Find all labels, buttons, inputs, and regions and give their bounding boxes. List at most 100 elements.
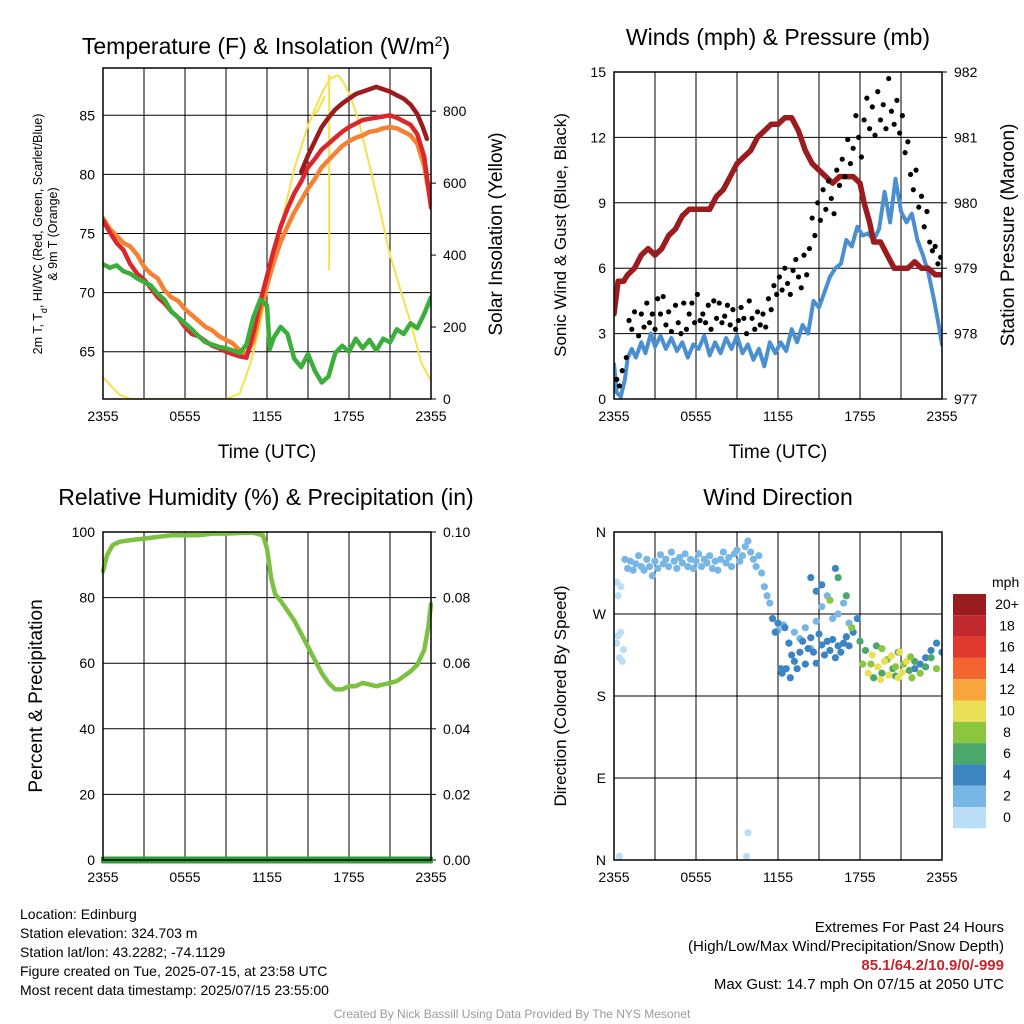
y2-tick-label: 977 xyxy=(954,391,978,407)
gust-point xyxy=(850,145,856,151)
direction-point xyxy=(733,546,741,554)
gust-point xyxy=(692,320,698,326)
direction-point xyxy=(837,648,845,656)
direction-point xyxy=(834,573,842,582)
gust-point xyxy=(831,211,837,217)
gust-point xyxy=(614,376,620,382)
temperature-chart: 2355 0555 1155 1755 2355 65 70 75 80 85 0 200 400 600… xyxy=(31,33,507,463)
gust-point xyxy=(675,320,681,326)
gust-point xyxy=(636,333,642,339)
direction-point xyxy=(932,665,941,673)
legend-swatch xyxy=(953,807,986,829)
direction-point xyxy=(744,829,752,837)
direction-point xyxy=(905,666,913,675)
humidity-title: Relative Humidity (%) & Precipitation (i… xyxy=(58,484,473,510)
direction-point xyxy=(870,674,878,682)
direction-point xyxy=(624,564,632,573)
x-tick-label: 1155 xyxy=(763,869,793,885)
direction-point xyxy=(618,657,626,665)
y-tick-label: 70 xyxy=(79,285,95,301)
y-axis-label: 2m T, Td, HI/WC (Red, Green, Scarlet/Blu… xyxy=(31,114,49,355)
gust-point xyxy=(763,324,769,330)
direction-point xyxy=(670,557,678,565)
gust-point xyxy=(752,326,758,332)
gust-point xyxy=(702,320,709,326)
direction-point xyxy=(826,646,834,655)
station-elevation: Station elevation: 324.703 m xyxy=(20,925,198,941)
y-tick-label: 6 xyxy=(598,260,606,276)
pressure-line xyxy=(614,115,942,317)
gust-point xyxy=(722,313,728,319)
direction-point xyxy=(891,663,900,671)
direction-point xyxy=(834,610,842,618)
gust-point xyxy=(719,320,725,326)
gust-point xyxy=(815,200,821,206)
y-tick-label: 0 xyxy=(87,852,95,868)
gust-point xyxy=(644,300,650,306)
gust-point xyxy=(646,320,653,326)
y2-tick-label: 0.08 xyxy=(443,590,470,606)
legend-label: 2 xyxy=(1003,788,1011,804)
speed-legend: mph 20+ 18 16 14 12 10 8 6 4 2 0 xyxy=(953,574,1019,829)
direction-point xyxy=(876,676,885,684)
wind-line xyxy=(614,176,942,399)
direction-point xyxy=(812,587,820,595)
series-line xyxy=(103,124,431,357)
direction-point xyxy=(796,648,804,656)
gust-point xyxy=(809,215,815,221)
direction-point xyxy=(635,552,643,560)
direction-point xyxy=(684,563,692,571)
gust-point xyxy=(743,331,750,337)
gust-point xyxy=(877,117,884,123)
x-tick-label: 2355 xyxy=(598,869,629,885)
direction-point xyxy=(927,646,935,655)
gust-point xyxy=(801,252,807,258)
direction-point xyxy=(678,559,686,567)
direction-point xyxy=(741,542,749,551)
gust-point xyxy=(738,304,744,311)
gust-point xyxy=(724,302,731,308)
direction-point xyxy=(738,552,747,560)
gust-point xyxy=(727,322,733,328)
gust-point xyxy=(666,309,672,315)
legend-label: 20+ xyxy=(995,596,1019,612)
direction-point xyxy=(807,573,815,582)
legend-label: 18 xyxy=(999,617,1015,633)
gust-point xyxy=(823,206,829,212)
direction-point xyxy=(793,665,801,673)
gust-point xyxy=(907,171,914,178)
gust-point xyxy=(804,272,810,278)
direction-point xyxy=(614,592,622,600)
direction-point xyxy=(867,660,875,668)
legend-label: 10 xyxy=(999,703,1015,719)
gust-point xyxy=(916,204,922,210)
extremes-values: 85.1/64.2/10.9/0/-999 xyxy=(861,957,1004,974)
y-axis-label-2: & 9m T (Orange) xyxy=(46,187,60,280)
x-tick-label: 1755 xyxy=(844,869,875,885)
legend-label: 14 xyxy=(999,660,1015,676)
direction-point xyxy=(801,660,809,668)
x-tick-label: 1755 xyxy=(333,869,364,885)
direction-point xyxy=(643,555,651,563)
direction-point xyxy=(922,654,930,662)
y2-tick-label: 400 xyxy=(443,247,467,263)
gust-point xyxy=(683,326,690,332)
gust-point xyxy=(864,95,870,101)
gust-point xyxy=(880,102,886,108)
direction-point xyxy=(896,648,904,656)
direction-point xyxy=(908,674,916,682)
direction-point xyxy=(938,648,942,656)
direction-point xyxy=(689,564,697,573)
legend-swatch xyxy=(953,679,986,701)
direction-point xyxy=(760,583,768,591)
direction-point xyxy=(868,651,876,659)
y2-tick-label: 979 xyxy=(954,260,978,276)
direction-point xyxy=(758,569,766,577)
y2-tick-label: 981 xyxy=(954,129,978,145)
wind-direction-title: Wind Direction xyxy=(703,484,853,510)
direction-point xyxy=(885,671,893,679)
direction-point xyxy=(848,624,856,632)
extremes-title: Extremes For Past 24 Hours xyxy=(814,919,1004,936)
legend-label: 4 xyxy=(1003,766,1011,782)
direction-point xyxy=(768,614,777,623)
